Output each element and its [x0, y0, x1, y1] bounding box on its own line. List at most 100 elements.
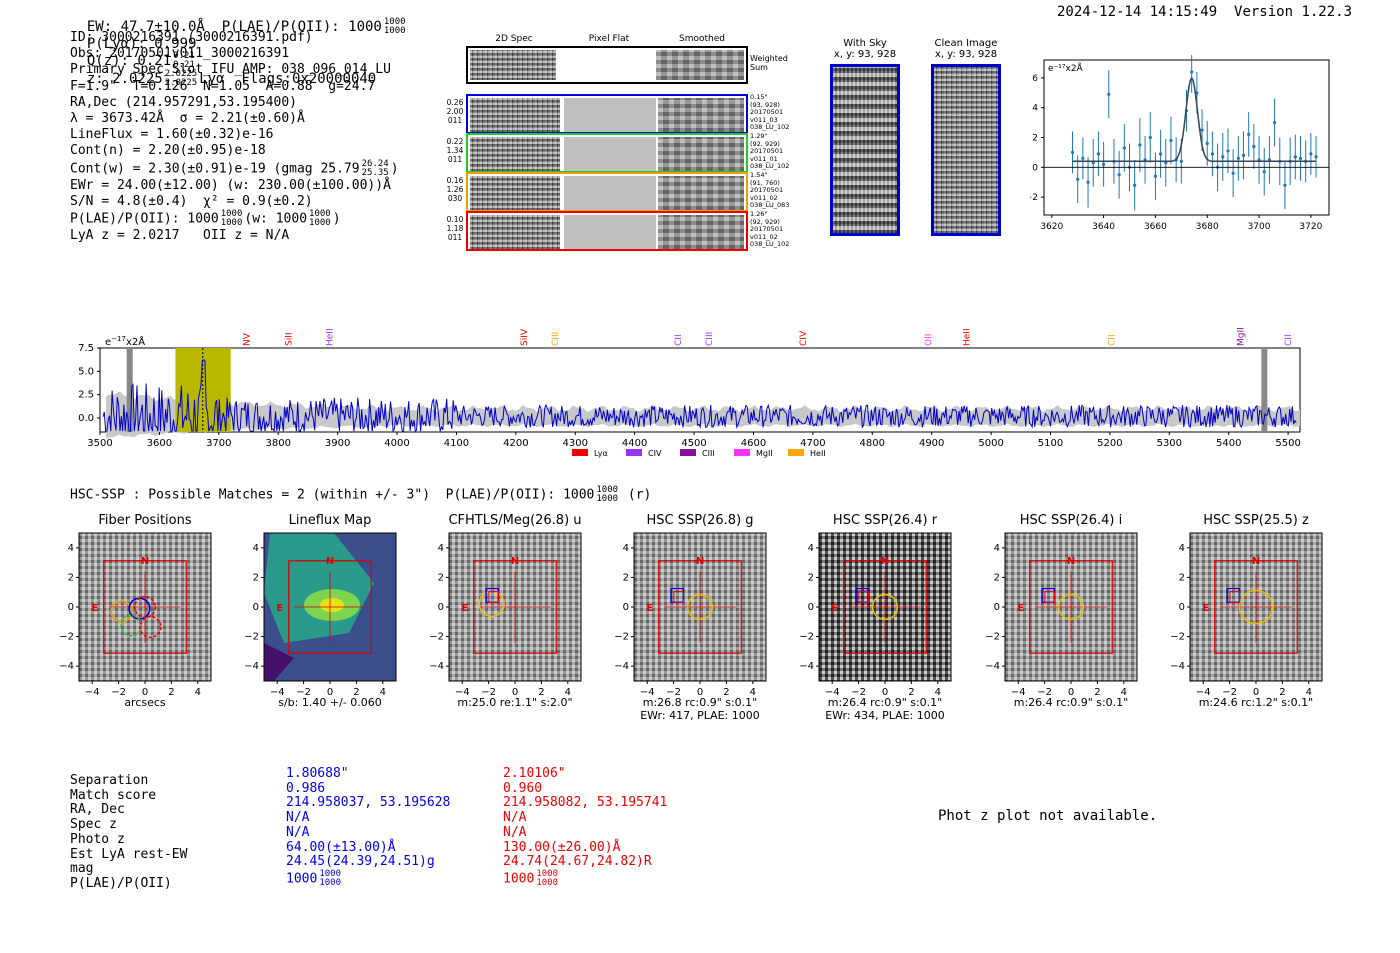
- cutout-xtick-label: 4: [195, 687, 201, 698]
- spec-line-label: NV: [243, 332, 253, 346]
- spec-row-flat: [564, 215, 656, 249]
- info-sn: S/N = 4.8(±0.4) χ² = 0.9(±0.2): [70, 193, 313, 209]
- cutout-north-label: N: [1067, 556, 1075, 567]
- cutout-search-box: [473, 560, 557, 654]
- match-label: RA, Dec: [70, 802, 125, 818]
- fit-point: [1076, 177, 1080, 181]
- cutout-ytick-label: −4: [429, 661, 444, 672]
- cutout-panel: N E 4 −4 2 −2 0 0 −2 2 −4 4: [244, 532, 397, 698]
- match-value: 1000 1000 1000: [286, 868, 341, 888]
- cutout-ytick-label: 0: [68, 602, 74, 613]
- cutout-ytick-label: 2: [68, 572, 74, 583]
- cutout-ytick-label: 0: [253, 602, 259, 613]
- info-id: ID: 3000216391 (3000216391.pdf): [70, 30, 313, 45]
- fit-xtick-label: 3620: [1040, 222, 1063, 232]
- cutout-title: Lineflux Map: [288, 513, 372, 528]
- cutout-north-label: N: [141, 556, 149, 567]
- fit-point: [1298, 156, 1303, 160]
- spec-ylabel: e−17x2Å: [105, 335, 145, 348]
- cutout-east-label: E: [646, 603, 653, 614]
- cutout-ytick-label: 4: [253, 543, 259, 554]
- cutout-ytick-label: −2: [59, 632, 74, 643]
- match-value: 2.10106": [503, 766, 566, 781]
- cutout-xtick-label: 4: [935, 687, 941, 698]
- fit-point: [1314, 155, 1318, 159]
- weighted-2d: [470, 50, 556, 80]
- cutout-ytick-label: −2: [1170, 632, 1185, 643]
- cutout-east-label: E: [1017, 603, 1024, 614]
- spec-legend-swatch: [572, 449, 588, 456]
- info-contn: Cont(n) = 2.20(±0.95)e-18: [70, 143, 266, 159]
- spec2d-col-flat: Pixel Flat: [588, 34, 630, 44]
- cutout-north-label: N: [696, 556, 704, 567]
- spec-xtick-label: 5100: [1038, 438, 1063, 449]
- spec-xtick-label: 5000: [978, 438, 1003, 449]
- cutout-ytick-label: −2: [429, 632, 444, 643]
- catalog-match-2: [673, 591, 684, 604]
- info-radec: RA,Dec (214.957291,53.195400): [70, 94, 297, 110]
- info-primary: Primary Spec_Slot_IFU_AMP: 038_096_014_L…: [70, 62, 391, 78]
- spec-row-left-label: 0.10 1.18 011: [446, 215, 464, 242]
- spec-row-2d: [470, 176, 560, 210]
- cutout-ytick-label: −2: [985, 632, 1000, 643]
- spec-line-label: CII: [1284, 334, 1294, 346]
- info-lambda: λ = 3673.42Å σ = 2.21(±0.60)Å: [70, 111, 305, 127]
- fit-point: [1148, 135, 1152, 140]
- spec-line-label: CIII: [705, 332, 715, 346]
- cutout-ytick-label: −4: [244, 661, 259, 672]
- fit-point: [1158, 152, 1163, 156]
- spec-line-label: SiIV: [520, 328, 530, 346]
- cutout-ytick-label: 2: [808, 572, 814, 583]
- fit-point: [1190, 70, 1194, 74]
- spec-xtick-label: 4100: [444, 438, 469, 449]
- cutout-north-label: N: [326, 556, 334, 567]
- spec-xtick-label: 4200: [503, 438, 528, 449]
- cutout-ytick-label: 4: [68, 543, 74, 554]
- cutout-xtick-label: −4: [455, 687, 470, 698]
- spec-row-left-label: 0.26 2.00 011: [446, 98, 464, 125]
- spec-line-label: OII: [924, 334, 934, 346]
- header-datetime-version: 2024-12-14 14:15:49 Version 1.22.3: [1057, 4, 1352, 20]
- match-label: Match score: [70, 787, 157, 803]
- cutout-panel: N E 4 −4 2 −2 0 0 −2 2 −4 4: [59, 532, 212, 698]
- with-sky-title: With Sky x, y: 93, 928: [833, 38, 897, 60]
- fit-ytick-label: 4: [1032, 104, 1038, 114]
- cutout-title: HSC SSP(26.8) g: [646, 513, 754, 528]
- match-value: 0.960: [503, 780, 543, 796]
- cutout-north-label: N: [511, 556, 519, 567]
- cutout-title: Fiber Positions: [98, 513, 192, 528]
- cutout-xtick-label: −4: [640, 687, 655, 698]
- weighted-sum-strip: [466, 46, 748, 84]
- cutout-ytick-label: 0: [623, 602, 629, 613]
- match-value: 214.958037, 53.195628: [286, 795, 451, 811]
- match-value: 24.45(24.39,24.51)g: [286, 854, 435, 870]
- spec2d-col-smooth: Smoothed: [679, 34, 725, 44]
- fit-xtick-label: 3640: [1092, 222, 1115, 232]
- cutout-xtick-label: 0: [1068, 687, 1074, 698]
- info-obs: Obs: 20170501v011_3000216391: [70, 46, 290, 62]
- fit-plot-frame: [1043, 59, 1330, 216]
- fit-ytick-label: 0: [1032, 163, 1038, 173]
- spec-flux-path: [102, 359, 1297, 433]
- spec-line-label: MgII: [1237, 327, 1247, 346]
- cutout-ytick-label: 4: [994, 543, 1000, 554]
- match-label: Est LyA rest-EW: [70, 846, 188, 862]
- spec-row-right-label: 1.54" (91, 760) 20170501 v011_02 038_LU_…: [750, 171, 790, 209]
- cutout-aperture: [686, 593, 714, 621]
- info-contw: Cont(w) = 2.30(±0.91)e-19 (gmag 25.79 26.…: [70, 158, 399, 178]
- cutout-east-label: E: [276, 603, 283, 614]
- cutout-search-box: [658, 560, 742, 654]
- cutout-east-label: E: [91, 603, 98, 614]
- cutout-xtick-label: 4: [380, 687, 386, 698]
- cutout-ytick-label: 4: [623, 543, 629, 554]
- match-value: N/A: [503, 824, 527, 840]
- spec-row-left-label: 0.22 1.34 011: [446, 137, 464, 164]
- cutout-xtick-label: 4: [1306, 687, 1312, 698]
- cutout-ytick-label: 0: [438, 602, 444, 613]
- fit-ytick-label: 6: [1032, 74, 1038, 84]
- fit-point: [1283, 183, 1287, 187]
- match-value: 1.80688": [286, 766, 349, 781]
- spec-line-label: SiII: [284, 332, 294, 346]
- fit-point: [1070, 150, 1075, 155]
- cutout-ytick-label: 2: [253, 572, 259, 583]
